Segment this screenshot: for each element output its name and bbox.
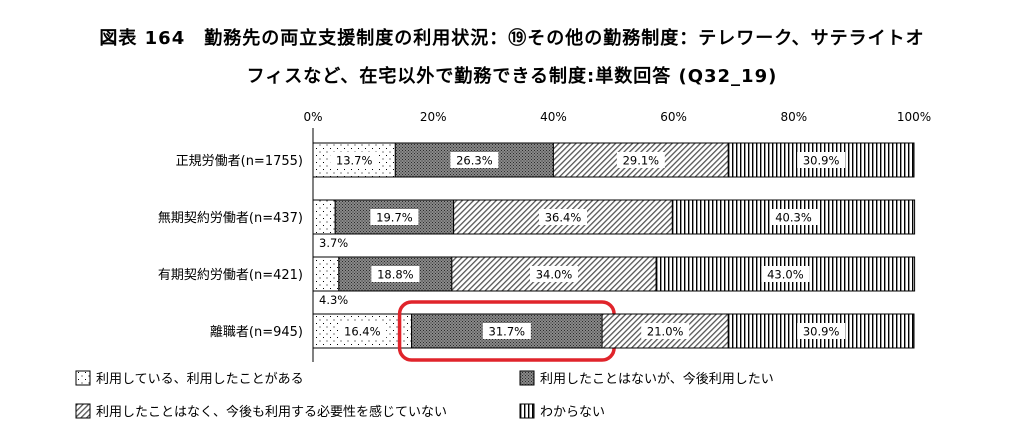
bar-segment bbox=[394, 142, 554, 178]
data-label: 4.3% bbox=[319, 293, 348, 307]
data-label-box bbox=[797, 323, 846, 339]
x-tick-label: 20% bbox=[420, 110, 447, 124]
data-label-box bbox=[761, 266, 810, 282]
data-label-box bbox=[769, 209, 818, 225]
bar-segment bbox=[312, 199, 336, 235]
legend-swatch bbox=[519, 370, 535, 386]
category-label: 正規労働者(n=1755) bbox=[176, 154, 303, 169]
chart-title-line1: 図表 164 勤務先の両立支援制度の利用状況：⑲その他の勤務制度：テレワーク、サ… bbox=[99, 27, 924, 49]
data-label: 21.0% bbox=[647, 325, 684, 339]
x-tick-label: 0% bbox=[303, 110, 322, 124]
data-label: 34.0% bbox=[536, 268, 573, 282]
data-label-box bbox=[530, 266, 579, 282]
data-label: 43.0% bbox=[767, 268, 804, 282]
x-tick-label: 80% bbox=[780, 110, 807, 124]
category-label: 無期契約労働者(n=437) bbox=[158, 211, 303, 226]
legend-swatch bbox=[519, 403, 535, 419]
data-label-box bbox=[450, 152, 499, 168]
x-tick-label: 100% bbox=[897, 110, 931, 124]
data-label: 19.7% bbox=[376, 211, 413, 225]
legend: 利用している、利用したことがある 利用したことはないが、今後利用したい利用したこと… bbox=[75, 370, 774, 420]
data-label-box bbox=[338, 323, 387, 339]
x-tick-label: 60% bbox=[660, 110, 687, 124]
data-label: 30.9% bbox=[803, 154, 840, 168]
legend-label: 利用したことはないが、今後利用したい bbox=[540, 371, 774, 387]
data-label: 13.7% bbox=[336, 154, 373, 168]
data-label-box bbox=[330, 152, 379, 168]
data-label-box bbox=[539, 209, 588, 225]
legend-swatch bbox=[75, 370, 91, 386]
data-label: 30.9% bbox=[803, 325, 840, 339]
legend-label: 利用したことはなく、今後も利用する必要性を感じていない bbox=[96, 404, 447, 420]
data-label-box bbox=[482, 323, 531, 339]
data-label: 36.4% bbox=[545, 211, 582, 225]
chart-title-line2: フィスなど、在宅以外で勤務できる制度:単数回答 (Q32_19) bbox=[247, 65, 778, 87]
data-label: 31.7% bbox=[489, 325, 526, 339]
data-label-box bbox=[641, 323, 690, 339]
data-label: 29.1% bbox=[623, 154, 660, 168]
bar-segment bbox=[312, 256, 340, 292]
legend-label: 利用している、利用したことがある bbox=[96, 372, 304, 387]
data-label: 26.3% bbox=[456, 154, 493, 168]
x-axis-ticks: 0% 20% 40% 60% 80% 100% bbox=[303, 110, 931, 124]
data-label-box bbox=[371, 266, 420, 282]
data-label: 3.7% bbox=[319, 236, 348, 250]
legend-swatch bbox=[75, 403, 91, 419]
data-label-box bbox=[616, 152, 665, 168]
data-label-box bbox=[797, 152, 846, 168]
x-tick-label: 40% bbox=[540, 110, 567, 124]
data-label: 40.3% bbox=[775, 211, 812, 225]
bar-segment bbox=[411, 313, 603, 349]
data-label: 16.4% bbox=[344, 325, 381, 339]
data-label-box bbox=[370, 209, 419, 225]
bars: 13.7% 26.3% 29.1% 30.9% 3.7% 19.7% 36.4% 40.3% 4… bbox=[312, 142, 916, 362]
category-label: 離職者(n=945) bbox=[210, 325, 303, 340]
category-labels: 正規労働者(n=1755) 無期契約労働者(n=437) 有期契約労働者(n=421… bbox=[158, 154, 303, 340]
data-label: 18.8% bbox=[377, 268, 414, 282]
category-label: 有期契約労働者(n=421) bbox=[158, 268, 303, 283]
legend-label: わからない bbox=[540, 405, 605, 420]
